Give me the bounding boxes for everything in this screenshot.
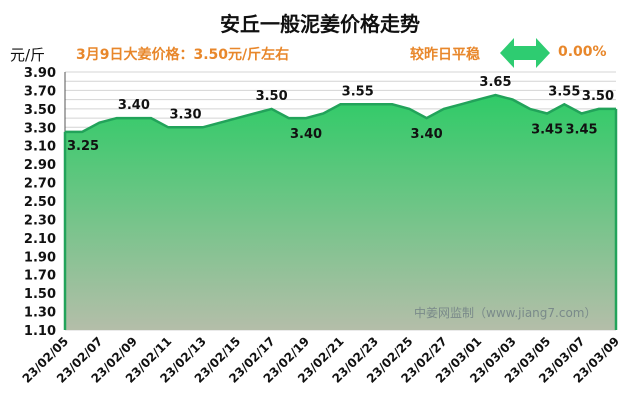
- area-layer: [63, 93, 618, 330]
- y-tick-label: 2.70: [24, 177, 56, 192]
- y-tick-labels: 1.10 1.30 1.50 1.70 1.90 2.10 2.30 2.50 2.70 2.90…: [24, 66, 56, 339]
- y-tick-label: 2.50: [24, 195, 56, 210]
- data-label: 3.45: [566, 122, 598, 137]
- data-label: 3.40: [118, 98, 150, 113]
- watermark: 中姜网监制（www.jiang7.com）: [414, 305, 596, 320]
- data-label: 3.55: [342, 84, 374, 99]
- data-label: 3.50: [582, 89, 614, 104]
- y-tick-label: 1.90: [24, 250, 56, 265]
- y-tick-label: 2.90: [24, 158, 56, 173]
- data-label: 3.40: [290, 127, 322, 142]
- data-label: 3.40: [411, 127, 443, 142]
- y-tick-label: 1.50: [24, 287, 56, 302]
- y-tick-label: 1.10: [24, 324, 56, 339]
- price-area: [65, 95, 616, 330]
- x-tick-labels: 23/02/0523/02/0723/02/0923/02/1123/02/13…: [20, 334, 623, 386]
- y-tick-label: 3.70: [24, 84, 56, 99]
- y-tick-label: 1.70: [24, 269, 56, 284]
- data-label: 3.30: [169, 107, 201, 122]
- y-tick-label: 3.30: [24, 121, 56, 136]
- data-label: 3.25: [67, 139, 99, 154]
- y-tick-label: 2.30: [24, 213, 56, 228]
- price-summary: 3月9日大姜价格：3.50元/斤左右: [76, 47, 290, 63]
- data-label: 3.50: [256, 89, 288, 104]
- data-label: 3.65: [479, 75, 511, 90]
- y-tick-label: 2.10: [24, 232, 56, 247]
- y-tick-label: 1.30: [24, 306, 56, 321]
- data-labels: 3.25 3.40 3.30 3.50 3.40 3.55 3.40 3.65 3.45 3.55…: [67, 75, 614, 154]
- change-percent: 0.00%: [558, 44, 607, 60]
- y-axis-unit: 元/斤: [10, 46, 46, 64]
- chart-title: 安丘一般泥姜价格走势: [220, 12, 420, 36]
- data-label: 3.55: [548, 84, 580, 99]
- price-line: [65, 93, 616, 134]
- y-tick-label: 3.50: [24, 103, 56, 118]
- compare-text: 较昨日平稳: [410, 47, 480, 63]
- y-tick-label: 3.10: [24, 140, 56, 155]
- double-arrow-icon: [500, 38, 550, 68]
- y-tick-label: 3.90: [24, 66, 56, 81]
- data-label: 3.45: [531, 122, 563, 137]
